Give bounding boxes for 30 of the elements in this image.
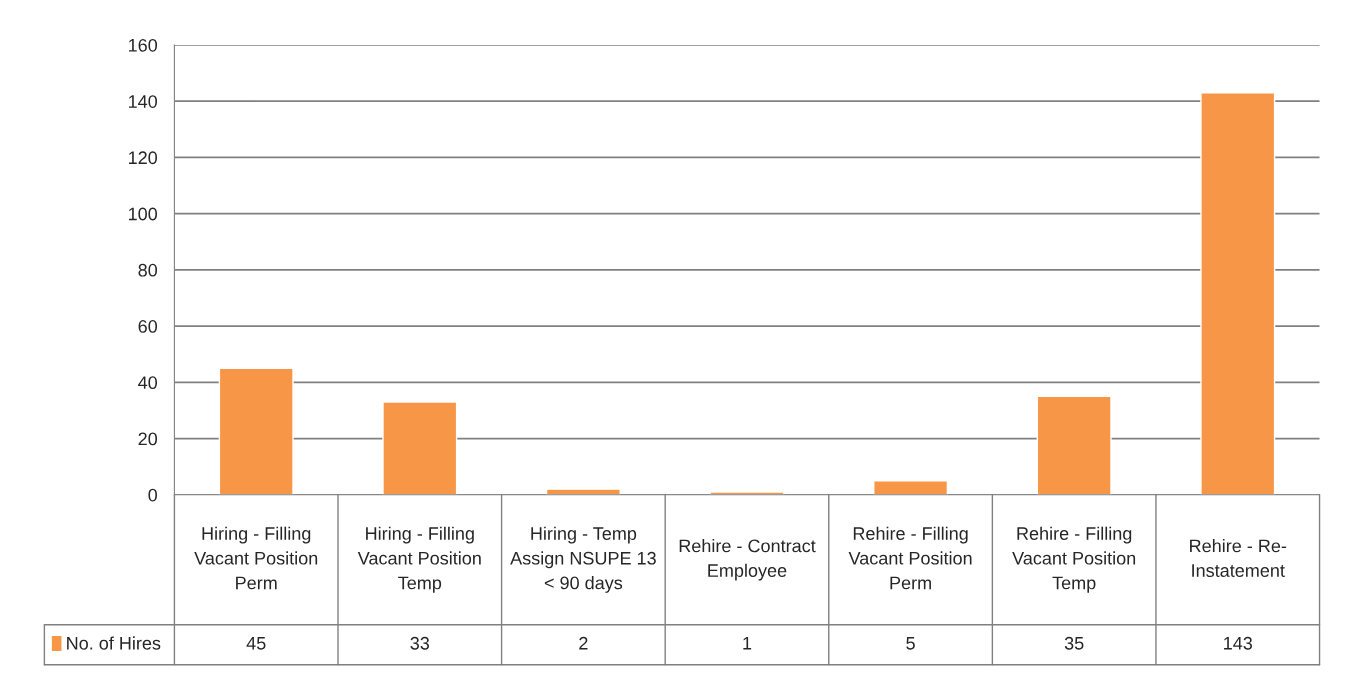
y-tick-label: 20 bbox=[138, 432, 158, 446]
x-tick-label: Rehire - Filling Vacant Position Perm bbox=[848, 526, 972, 590]
legend-label: No. of Hires bbox=[67, 636, 161, 650]
data-label: 1 bbox=[743, 637, 752, 650]
bar bbox=[873, 480, 949, 495]
bar bbox=[545, 488, 621, 495]
data-label: 35 bbox=[1064, 636, 1084, 650]
y-tick-label: 0 bbox=[148, 488, 158, 502]
y-tick-label: 40 bbox=[138, 376, 158, 390]
bar bbox=[218, 367, 294, 495]
bar bbox=[382, 401, 458, 495]
data-label: 5 bbox=[906, 637, 915, 650]
x-tick-label: Hiring - Temp Assign NSUPE 13 < 90 days bbox=[510, 526, 656, 593]
y-tick-label: 120 bbox=[129, 151, 158, 165]
y-tick-label: 140 bbox=[129, 95, 158, 108]
data-label: 45 bbox=[246, 637, 266, 650]
y-tick-label: 160 bbox=[129, 38, 158, 52]
bar bbox=[1036, 395, 1112, 495]
data-label: 2 bbox=[579, 636, 588, 650]
bar bbox=[1200, 92, 1276, 495]
x-tick-label: Rehire - Re- Instatement bbox=[1190, 539, 1287, 577]
x-tick-label: Rehire - Contract Employee bbox=[679, 539, 816, 581]
x-tick-label: Rehire - Filling Vacant Position Temp bbox=[1012, 526, 1136, 593]
data-label: 143 bbox=[1224, 636, 1253, 650]
y-tick-label: 60 bbox=[138, 320, 158, 333]
y-tick-label: 80 bbox=[138, 263, 158, 277]
data-label: 33 bbox=[410, 636, 430, 650]
y-tick-label: 100 bbox=[129, 207, 158, 221]
x-tick-label: Hiring - Filling Vacant Position Perm bbox=[194, 526, 318, 590]
x-tick-label: Hiring - Filling Vacant Position Temp bbox=[357, 526, 481, 593]
